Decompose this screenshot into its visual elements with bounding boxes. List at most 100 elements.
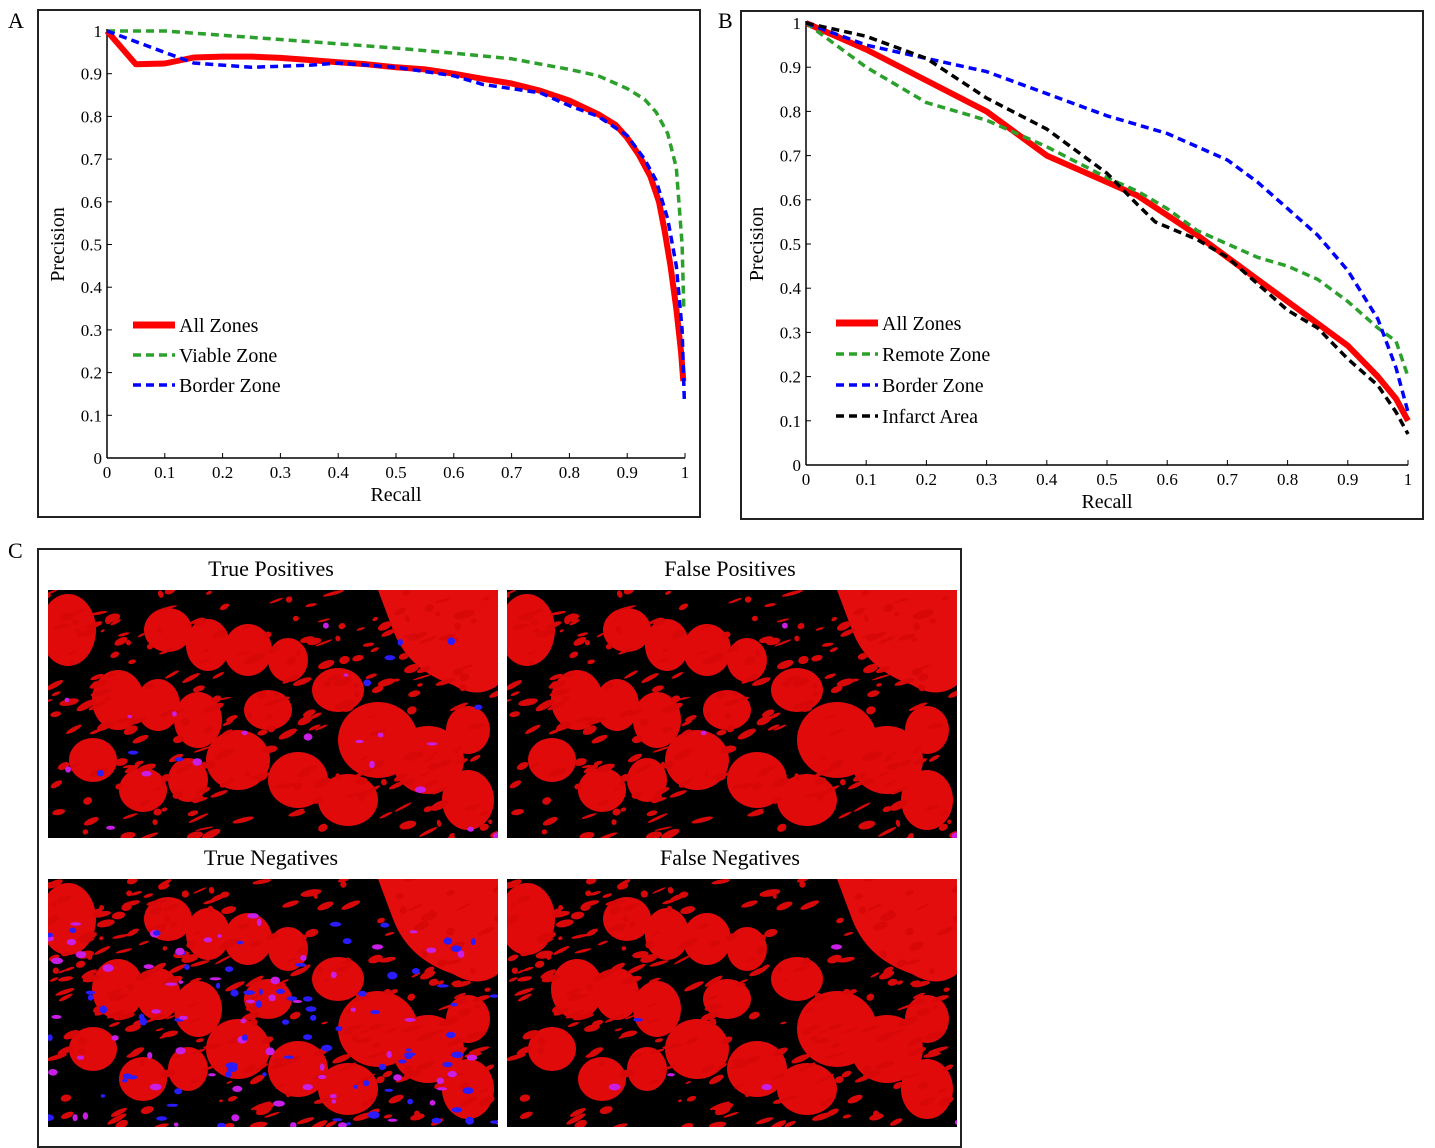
tissue-fiber xyxy=(615,626,622,634)
tissue-fiber xyxy=(48,879,63,889)
tissue-fiber xyxy=(338,879,351,883)
tissue-fiber xyxy=(84,938,95,944)
tissue-fiber xyxy=(662,702,683,713)
tissue-fiber xyxy=(313,891,318,899)
tissue-fiber xyxy=(708,1074,724,1085)
tissue-fiber xyxy=(573,758,587,766)
nucleus-marker xyxy=(331,1099,337,1104)
tissue-fiber xyxy=(706,711,712,719)
tissue-fiber xyxy=(709,1018,717,1026)
tissue-fiber xyxy=(345,957,352,965)
tissue-fiber xyxy=(404,1070,422,1078)
tissue-fiber xyxy=(380,779,387,786)
nucleus-marker xyxy=(262,1072,267,1077)
tissue-fiber xyxy=(395,893,404,900)
nucleus-marker xyxy=(174,1088,183,1095)
tissue-fiber xyxy=(122,764,133,769)
y-tick-label: 0.5 xyxy=(780,235,801,254)
tissue-fiber xyxy=(398,653,409,660)
tissue-fiber xyxy=(750,808,764,815)
tissue-fiber xyxy=(132,734,149,744)
tissue-fiber xyxy=(404,879,417,882)
tissue-fiber xyxy=(541,829,548,835)
tissue-fiber xyxy=(610,962,625,972)
tissue-fiber xyxy=(516,762,529,770)
tissue-fiber xyxy=(678,777,695,788)
tissue-fiber xyxy=(866,633,878,642)
tissue-fiber xyxy=(764,928,778,938)
tissue-fiber xyxy=(404,615,410,623)
tissue-fiber xyxy=(205,590,213,595)
nucleus-marker xyxy=(203,937,213,943)
tissue-fiber xyxy=(661,828,680,838)
tissue-fiber xyxy=(265,713,273,720)
tissue-fiber xyxy=(535,950,553,959)
tissue-fiber xyxy=(726,646,737,654)
tissue-fiber xyxy=(479,1096,495,1107)
tissue-fiber xyxy=(509,711,520,718)
tissue-fiber xyxy=(175,763,193,774)
tissue-fiber xyxy=(404,778,416,786)
tissue-fiber xyxy=(418,772,431,777)
cell xyxy=(665,1019,729,1079)
nucleus-marker xyxy=(292,1000,303,1003)
tissue-fiber xyxy=(157,590,164,598)
tissue-fiber xyxy=(848,780,865,790)
tissue-fiber xyxy=(384,932,395,936)
nucleus-marker xyxy=(70,922,82,926)
tissue-fiber xyxy=(417,683,423,687)
nucleus-marker xyxy=(66,938,77,946)
tissue-fiber xyxy=(138,940,149,946)
nucleus-marker xyxy=(393,1074,402,1081)
tissue-fiber xyxy=(576,993,589,1000)
y-axis-label: Precision xyxy=(47,207,69,281)
cell xyxy=(703,690,751,730)
tissue-fiber xyxy=(579,831,595,838)
tissue-fiber xyxy=(872,921,888,931)
tissue-fiber xyxy=(573,637,587,646)
tissue-fiber xyxy=(248,995,259,1000)
nucleus-marker xyxy=(384,1088,394,1092)
tissue-fiber xyxy=(534,960,545,968)
tissue-fiber xyxy=(117,993,130,1000)
tissue-fiber xyxy=(480,810,490,816)
tissue-fiber xyxy=(394,607,406,616)
tissue-fiber xyxy=(333,677,352,687)
tissue-fiber xyxy=(470,967,476,974)
x-tick-label: 0.8 xyxy=(559,463,580,482)
tissue-fiber xyxy=(161,807,168,812)
cell xyxy=(48,594,96,666)
series-line-border-zone xyxy=(106,29,687,403)
tissue-fiber xyxy=(599,1106,613,1115)
series-line-viable-zone xyxy=(107,29,686,309)
tissue-fiber xyxy=(709,940,721,947)
nucleus-marker xyxy=(782,622,788,629)
tissue-fiber xyxy=(670,695,681,704)
tissue-fiber xyxy=(81,969,97,979)
nucleus-marker xyxy=(87,994,94,1001)
y-tick-label: 0.4 xyxy=(81,278,103,297)
nucleus-marker xyxy=(429,1100,436,1106)
tissue-fiber xyxy=(748,1011,760,1020)
tissue-fiber xyxy=(777,823,787,832)
tissue-fiber xyxy=(186,941,196,949)
cell xyxy=(603,608,651,652)
nucleus-marker xyxy=(384,655,396,661)
tissue-fiber xyxy=(439,633,456,641)
nucleus-marker xyxy=(305,1006,317,1012)
x-tick-label: 0.6 xyxy=(1157,470,1178,489)
image-title-false-positives: False Positives xyxy=(664,556,796,581)
tissue-fiber xyxy=(555,722,573,732)
tissue-fiber xyxy=(793,700,815,710)
tissue-fiber xyxy=(455,998,467,1005)
tissue-fiber xyxy=(191,1048,206,1054)
tissue-fiber xyxy=(420,970,436,980)
tissue-fiber xyxy=(482,596,490,601)
tissue-fiber xyxy=(811,654,823,662)
nucleus-marker xyxy=(377,732,384,738)
tissue-fiber xyxy=(591,734,608,744)
x-tick-label: 0.8 xyxy=(1277,470,1298,489)
tissue-fiber xyxy=(587,659,595,665)
series-line-infarct-area xyxy=(805,21,1410,435)
tissue-fiber xyxy=(293,677,312,686)
